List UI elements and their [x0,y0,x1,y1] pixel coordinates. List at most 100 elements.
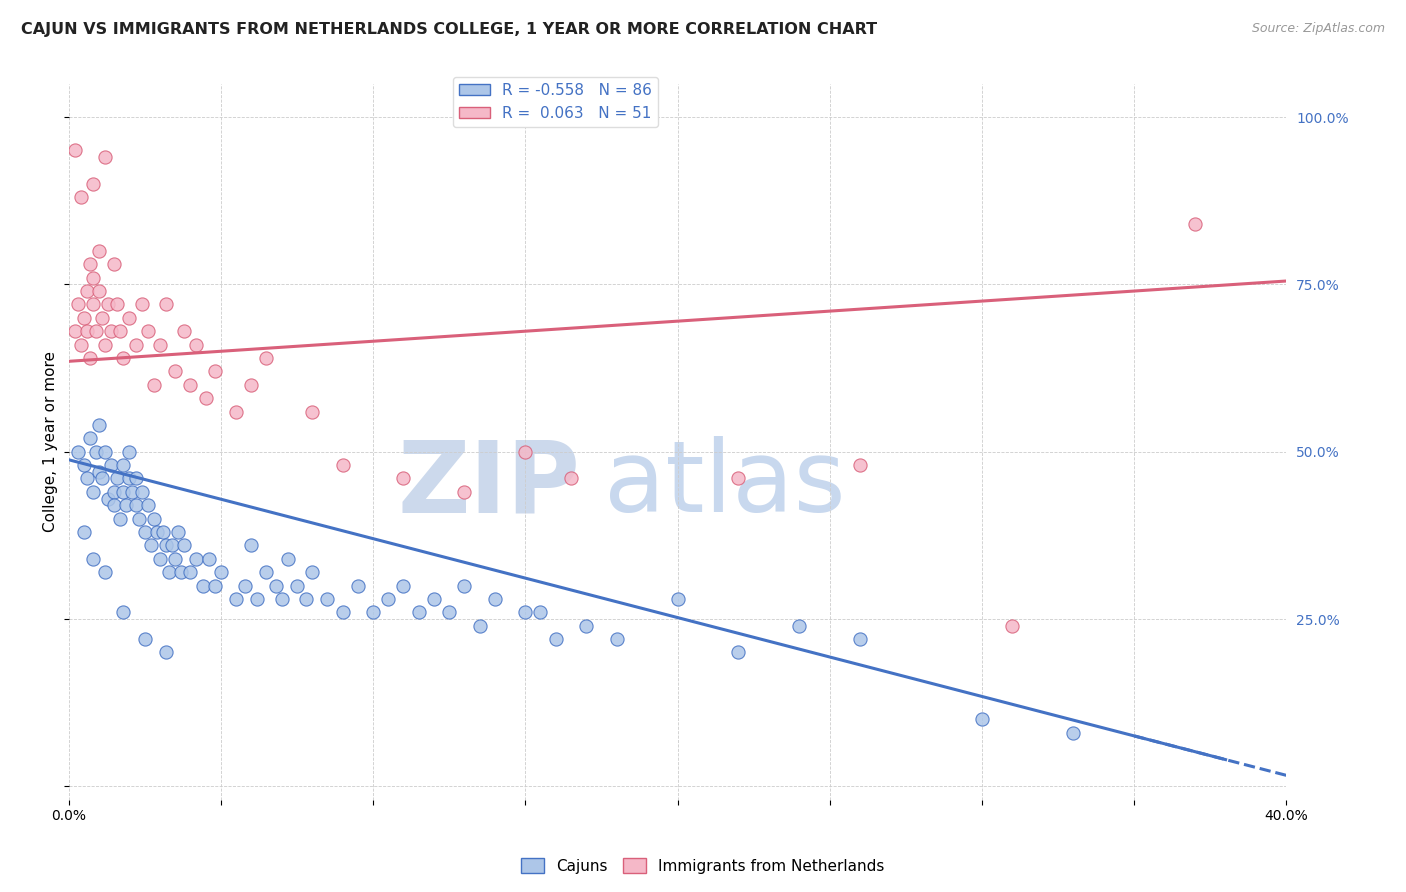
Point [194,391,217,405]
Point [103,498,125,512]
Point [295,591,318,606]
Point [128,511,150,525]
Point [112,458,135,472]
Text: atlas: atlas [605,436,846,533]
Point [423,591,446,606]
Point [970,713,993,727]
Point [87,465,110,479]
Point [529,605,551,619]
Point [849,632,872,646]
Point [1062,726,1084,740]
Point [82,551,104,566]
Point [142,511,165,525]
Text: ZIP: ZIP [396,436,581,533]
Point [134,632,156,646]
Point [277,551,299,566]
Point [91,310,114,325]
Point [105,471,128,485]
Legend: R = -0.558   N = 86, R =  0.063   N = 51: R = -0.558 N = 86, R = 0.063 N = 51 [453,77,658,127]
Point [377,591,399,606]
Point [301,404,323,418]
Point [110,511,132,525]
Point [82,270,104,285]
Point [849,458,872,472]
Point [160,538,183,552]
Point [69,337,91,351]
Point [157,565,180,579]
Point [179,377,201,392]
Point [82,484,104,499]
Point [103,257,125,271]
Point [204,364,226,378]
Point [73,310,96,325]
Point [437,605,460,619]
Point [103,484,125,499]
Point [115,498,138,512]
Point [787,618,810,632]
Point [225,404,247,418]
Point [346,578,368,592]
Point [1184,217,1206,231]
Point [204,578,226,592]
Point [332,605,354,619]
Point [560,471,582,485]
Point [87,417,110,432]
Point [63,324,86,338]
Point [152,524,174,539]
Point [149,551,172,566]
Point [124,337,146,351]
Point [155,645,177,659]
Point [155,297,177,311]
Point [453,484,475,499]
Point [94,337,117,351]
Point [131,484,153,499]
Point [142,377,165,392]
Point [110,324,132,338]
Point [264,578,287,592]
Point [131,297,153,311]
Point [139,538,162,552]
Point [225,591,247,606]
Point [167,524,190,539]
Point [173,538,195,552]
Point [112,351,135,365]
Point [100,458,122,472]
Point [155,538,177,552]
Point [94,444,117,458]
Point [468,618,491,632]
Point [87,244,110,258]
Point [87,284,110,298]
Point [392,578,415,592]
Point [240,377,263,392]
Point [73,458,96,472]
Point [173,324,195,338]
Point [179,565,201,579]
Point [575,618,598,632]
Point [121,484,143,499]
Point [112,605,135,619]
Point [197,551,219,566]
Point [124,471,146,485]
Point [544,632,567,646]
Text: Source: ZipAtlas.com: Source: ZipAtlas.com [1251,22,1385,36]
Point [84,324,107,338]
Point [82,297,104,311]
Point [124,498,146,512]
Point [100,324,122,338]
Point [515,444,537,458]
Point [727,645,749,659]
Legend: Cajuns, Immigrants from Netherlands: Cajuns, Immigrants from Netherlands [515,852,891,880]
Point [97,491,120,506]
Point [256,565,278,579]
Point [146,524,169,539]
Point [94,150,117,164]
Point [392,471,415,485]
Point [136,498,159,512]
Point [118,310,141,325]
Point [453,578,475,592]
Point [515,605,537,619]
Point [94,565,117,579]
Point [666,591,689,606]
Y-axis label: College, 1 year or more: College, 1 year or more [44,351,58,533]
Point [246,591,269,606]
